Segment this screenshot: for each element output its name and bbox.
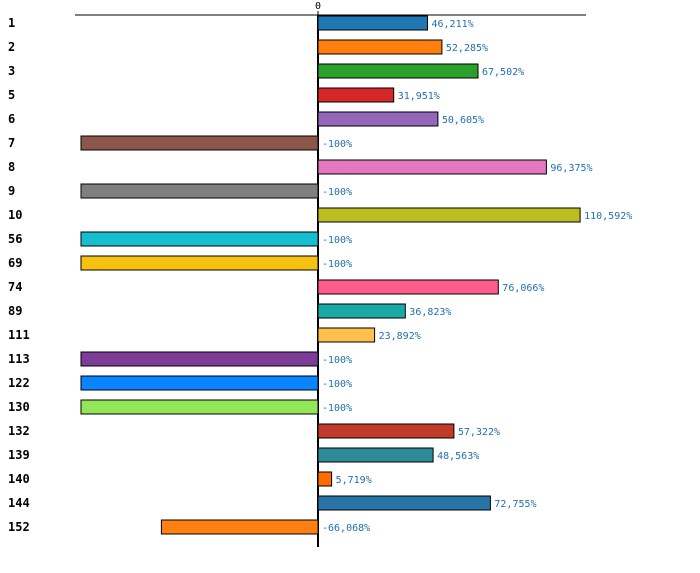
bar-56 xyxy=(80,231,319,247)
value-label-144: 72,755% xyxy=(494,499,536,510)
category-label-9: 9 xyxy=(8,184,15,198)
category-label-122: 122 xyxy=(8,376,30,390)
value-label-140: 5,719% xyxy=(336,475,372,486)
bar-6 xyxy=(317,111,439,127)
bar-130 xyxy=(80,399,319,415)
bar-122 xyxy=(80,375,319,391)
bar-139 xyxy=(317,447,434,463)
bar-10 xyxy=(317,207,581,223)
value-label-6: 50,605% xyxy=(442,115,484,126)
value-label-122: -100% xyxy=(322,379,352,390)
value-label-7: -100% xyxy=(322,139,352,150)
category-label-139: 139 xyxy=(8,448,30,462)
bar-8 xyxy=(317,159,547,175)
value-label-139: 48,563% xyxy=(437,451,479,462)
bar-89 xyxy=(317,303,406,319)
bar-140 xyxy=(317,471,333,487)
category-label-69: 69 xyxy=(8,256,22,270)
category-label-111: 111 xyxy=(8,328,30,342)
bar-5 xyxy=(317,87,395,103)
category-label-6: 6 xyxy=(8,112,15,126)
category-label-152: 152 xyxy=(8,520,30,534)
category-label-130: 130 xyxy=(8,400,30,414)
bar-74 xyxy=(317,279,499,295)
value-label-113: -100% xyxy=(322,355,352,366)
value-label-5: 31,951% xyxy=(398,91,440,102)
category-label-1: 1 xyxy=(8,16,15,30)
category-label-2: 2 xyxy=(8,40,15,54)
category-label-8: 8 xyxy=(8,160,15,174)
category-label-113: 113 xyxy=(8,352,30,366)
value-label-132: 57,322% xyxy=(458,427,500,438)
value-label-10: 110,592% xyxy=(584,211,632,222)
bar-144 xyxy=(317,495,491,511)
value-label-130: -100% xyxy=(322,403,352,414)
bar-111 xyxy=(317,327,376,343)
category-label-5: 5 xyxy=(8,88,15,102)
value-label-9: -100% xyxy=(322,187,352,198)
value-label-2: 52,285% xyxy=(446,43,488,54)
value-label-56: -100% xyxy=(322,235,352,246)
category-label-89: 89 xyxy=(8,304,22,318)
bar-7 xyxy=(80,135,319,151)
value-label-8: 96,375% xyxy=(550,163,592,174)
value-label-69: -100% xyxy=(322,259,352,270)
category-label-10: 10 xyxy=(8,208,22,222)
category-labels: 1235678910566974891111131221301321391401… xyxy=(8,16,30,534)
bars xyxy=(80,15,581,535)
bar-152 xyxy=(160,519,319,535)
value-label-3: 67,502% xyxy=(482,67,524,78)
bar-1 xyxy=(317,15,428,31)
value-label-74: 76,066% xyxy=(502,283,544,294)
category-label-132: 132 xyxy=(8,424,30,438)
value-label-89: 36,823% xyxy=(409,307,451,318)
bar-3 xyxy=(317,63,479,79)
value-label-152: -66,068% xyxy=(322,523,370,534)
value-labels: 46,211% 52,285% 67,502% 31,951% 50,605% -100%… xyxy=(322,19,632,534)
bar-2 xyxy=(317,39,443,55)
axes: 0 xyxy=(75,1,586,547)
bar-9 xyxy=(80,183,319,199)
bar-132 xyxy=(317,423,455,439)
category-label-3: 3 xyxy=(8,64,15,78)
category-label-56: 56 xyxy=(8,232,22,246)
zero-tick-label: 0 xyxy=(315,1,321,12)
value-label-1: 46,211% xyxy=(432,19,474,30)
category-label-74: 74 xyxy=(8,280,22,294)
category-label-144: 144 xyxy=(8,496,30,510)
category-label-7: 7 xyxy=(8,136,15,150)
bar-113 xyxy=(80,351,319,367)
bar-69 xyxy=(80,255,319,271)
category-label-140: 140 xyxy=(8,472,30,486)
value-label-111: 23,892% xyxy=(379,331,421,342)
